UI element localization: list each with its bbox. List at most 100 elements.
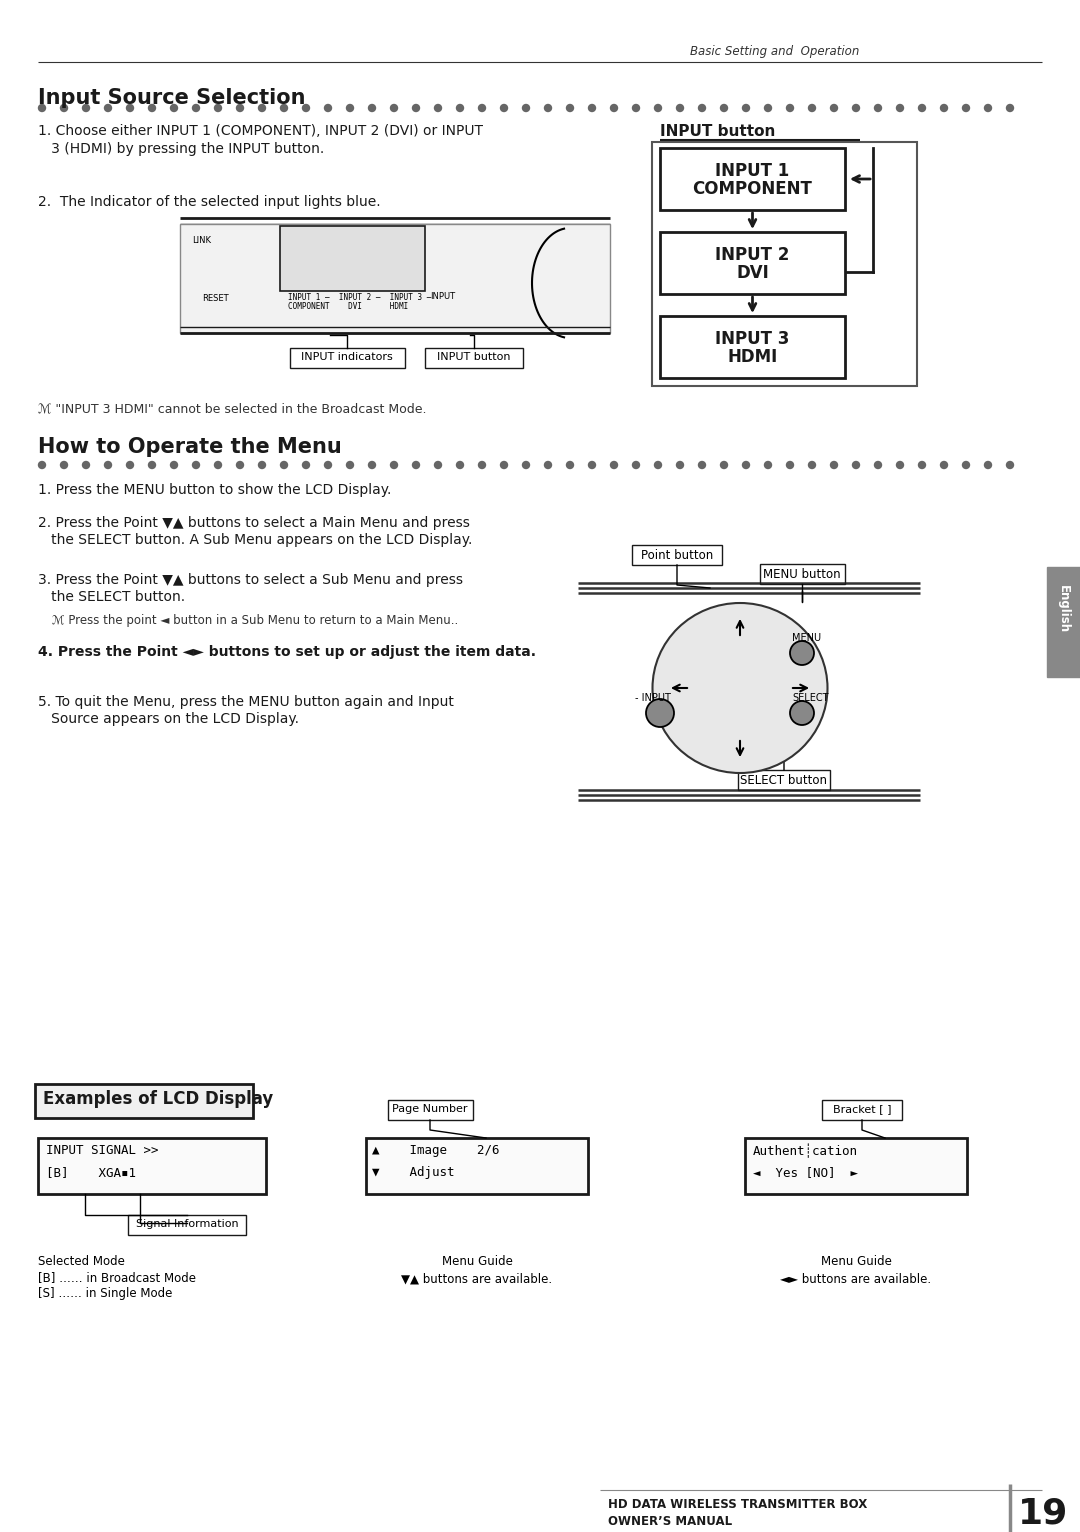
Circle shape (215, 461, 221, 469)
Circle shape (633, 461, 639, 469)
Circle shape (720, 461, 728, 469)
Circle shape (985, 104, 991, 112)
Circle shape (699, 104, 705, 112)
Bar (660, 231, 845, 294)
Circle shape (789, 640, 814, 665)
Circle shape (237, 104, 243, 112)
Circle shape (126, 461, 134, 469)
Circle shape (962, 104, 970, 112)
Text: ℳ "INPUT 3 HDMI" cannot be selected in the Broadcast Mode.: ℳ "INPUT 3 HDMI" cannot be selected in t… (38, 401, 427, 415)
Text: INPUT 2: INPUT 2 (715, 247, 789, 264)
Circle shape (896, 104, 904, 112)
Circle shape (82, 104, 90, 112)
Circle shape (633, 104, 639, 112)
Circle shape (786, 104, 794, 112)
Circle shape (105, 104, 111, 112)
Circle shape (347, 461, 353, 469)
Text: OWNER’S MANUAL: OWNER’S MANUAL (608, 1515, 732, 1527)
Text: ◄  Yes [NO]  ►: ◄ Yes [NO] ► (753, 1166, 858, 1180)
Text: SELECT: SELECT (792, 692, 828, 703)
Circle shape (368, 104, 376, 112)
Circle shape (457, 461, 463, 469)
Circle shape (60, 461, 67, 469)
Circle shape (391, 461, 397, 469)
Circle shape (302, 461, 310, 469)
Circle shape (149, 104, 156, 112)
Circle shape (192, 461, 200, 469)
Text: 1. Press the MENU button to show the LCD Display.: 1. Press the MENU button to show the LCD… (38, 483, 391, 496)
Circle shape (918, 461, 926, 469)
Circle shape (789, 702, 814, 725)
Circle shape (610, 104, 618, 112)
Circle shape (434, 104, 442, 112)
Circle shape (610, 461, 618, 469)
Circle shape (589, 461, 595, 469)
Circle shape (413, 104, 419, 112)
Text: HDMI: HDMI (727, 348, 778, 366)
Circle shape (852, 461, 860, 469)
Text: HD DATA WIRELESS TRANSMITTER BOX: HD DATA WIRELESS TRANSMITTER BOX (608, 1498, 867, 1511)
Text: MENU button: MENU button (764, 568, 841, 581)
Circle shape (831, 461, 837, 469)
Circle shape (567, 104, 573, 112)
Circle shape (654, 104, 661, 112)
Text: [B]    XGA▪1: [B] XGA▪1 (46, 1166, 136, 1180)
Circle shape (852, 104, 860, 112)
Circle shape (126, 104, 134, 112)
Text: English: English (1056, 585, 1069, 633)
Bar (1047, 567, 1080, 677)
Circle shape (567, 461, 573, 469)
Circle shape (646, 699, 674, 728)
Text: 3 (HDMI) by pressing the INPUT button.: 3 (HDMI) by pressing the INPUT button. (38, 142, 324, 156)
Text: the SELECT button. A Sub Menu appears on the LCD Display.: the SELECT button. A Sub Menu appears on… (38, 533, 472, 547)
Bar (652, 142, 917, 386)
Text: INPUT: INPUT (430, 293, 455, 300)
Bar (822, 1100, 902, 1120)
Text: ▲    Image    2/6: ▲ Image 2/6 (372, 1144, 499, 1157)
Bar (388, 1100, 473, 1120)
Circle shape (896, 461, 904, 469)
Text: 3. Press the Point ▼▲ buttons to select a Sub Menu and press: 3. Press the Point ▼▲ buttons to select … (38, 573, 463, 587)
Circle shape (676, 104, 684, 112)
Text: Point button: Point button (640, 548, 713, 562)
Circle shape (368, 461, 376, 469)
Text: INPUT 3: INPUT 3 (715, 329, 789, 348)
Circle shape (786, 461, 794, 469)
Circle shape (941, 461, 947, 469)
Circle shape (765, 104, 771, 112)
Circle shape (258, 104, 266, 112)
Circle shape (875, 461, 881, 469)
Text: Source appears on the LCD Display.: Source appears on the LCD Display. (38, 712, 299, 726)
Text: How to Operate the Menu: How to Operate the Menu (38, 437, 341, 457)
Text: Input Source Selection: Input Source Selection (38, 87, 306, 107)
Circle shape (1007, 461, 1013, 469)
Text: RESET: RESET (202, 294, 229, 303)
Circle shape (171, 104, 177, 112)
Bar (426, 348, 523, 368)
Circle shape (962, 461, 970, 469)
Text: Basic Setting and  Operation: Basic Setting and Operation (690, 44, 860, 58)
Text: INPUT indicators: INPUT indicators (301, 352, 393, 362)
Text: - INPUT: - INPUT (635, 692, 671, 703)
Text: DVI: DVI (737, 264, 769, 282)
Circle shape (676, 461, 684, 469)
Circle shape (347, 104, 353, 112)
Text: INPUT 1 —  INPUT 2 —  INPUT 3 —: INPUT 1 — INPUT 2 — INPUT 3 — (288, 293, 431, 302)
Circle shape (478, 461, 486, 469)
Circle shape (523, 104, 529, 112)
Bar (38, 1138, 266, 1193)
Text: Menu Guide: Menu Guide (821, 1255, 891, 1268)
Circle shape (391, 104, 397, 112)
Text: MENU: MENU (792, 633, 821, 643)
Text: Menu Guide: Menu Guide (442, 1255, 512, 1268)
Circle shape (544, 104, 552, 112)
Text: Signal Information: Signal Information (136, 1219, 239, 1229)
Circle shape (500, 104, 508, 112)
Circle shape (149, 461, 156, 469)
Circle shape (831, 104, 837, 112)
Circle shape (765, 461, 771, 469)
Text: [S] …… in Single Mode: [S] …… in Single Mode (38, 1287, 173, 1301)
Text: Authent┊cation: Authent┊cation (753, 1144, 858, 1158)
Text: Page Number: Page Number (392, 1105, 468, 1114)
Circle shape (918, 104, 926, 112)
